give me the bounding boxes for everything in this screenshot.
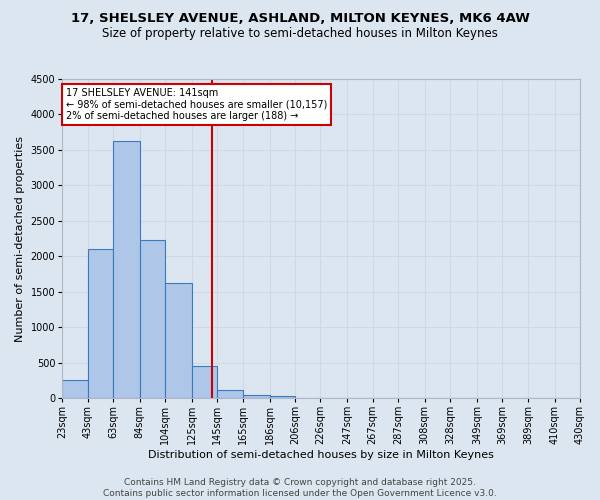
Bar <box>192 366 217 398</box>
Y-axis label: Number of semi-detached properties: Number of semi-detached properties <box>15 136 25 342</box>
Bar <box>62 380 88 398</box>
Bar <box>269 396 295 398</box>
Bar <box>113 142 140 398</box>
Text: Contains HM Land Registry data © Crown copyright and database right 2025.
Contai: Contains HM Land Registry data © Crown c… <box>103 478 497 498</box>
Bar <box>243 394 269 398</box>
Bar <box>217 390 243 398</box>
Text: 17, SHELSLEY AVENUE, ASHLAND, MILTON KEYNES, MK6 4AW: 17, SHELSLEY AVENUE, ASHLAND, MILTON KEY… <box>71 12 529 26</box>
Bar <box>140 240 165 398</box>
Text: 17 SHELSLEY AVENUE: 141sqm
← 98% of semi-detached houses are smaller (10,157)
2%: 17 SHELSLEY AVENUE: 141sqm ← 98% of semi… <box>66 88 328 120</box>
Bar <box>165 282 192 398</box>
X-axis label: Distribution of semi-detached houses by size in Milton Keynes: Distribution of semi-detached houses by … <box>148 450 494 460</box>
Bar <box>88 249 113 398</box>
Text: Size of property relative to semi-detached houses in Milton Keynes: Size of property relative to semi-detach… <box>102 28 498 40</box>
